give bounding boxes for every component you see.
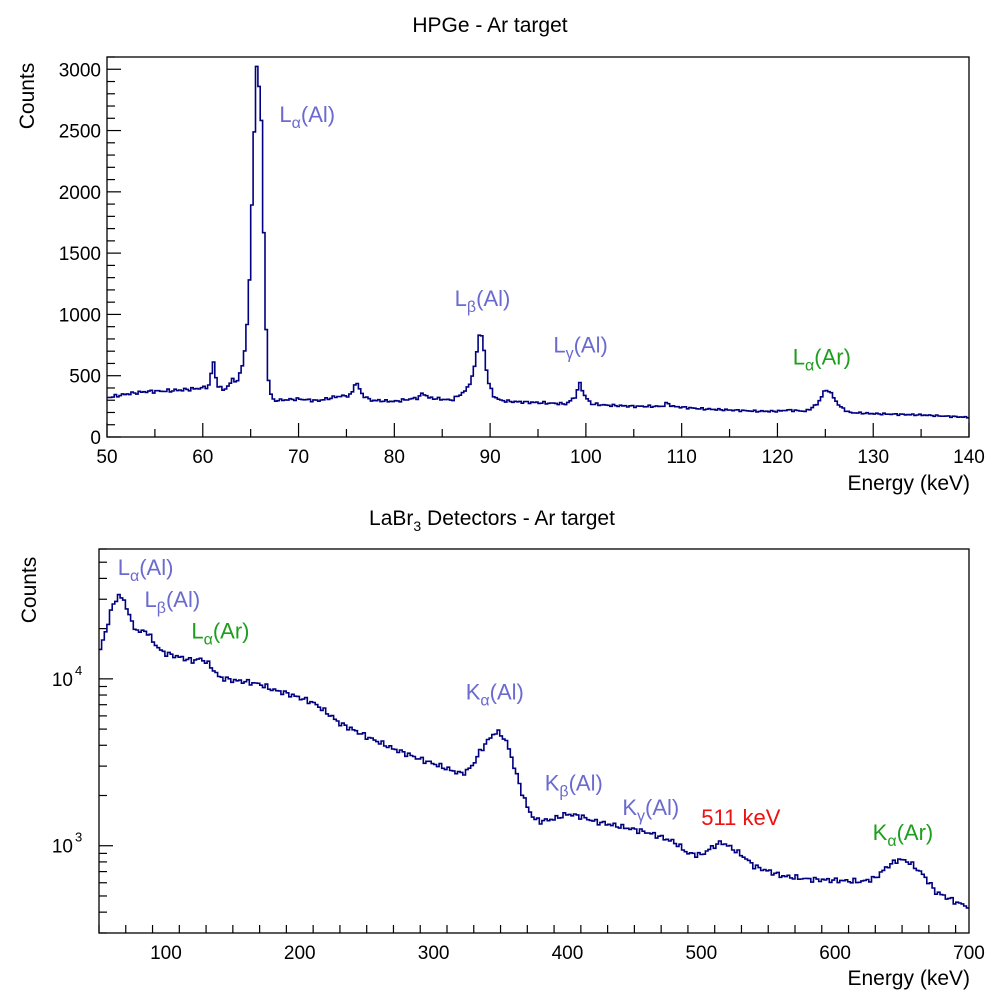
labr3-x-tick-label: 300 [418,943,450,964]
hpge-peak-label: Lβ(Al) [455,286,511,316]
hpge-plot-area [107,65,969,419]
hpge-y-tick-label: 2000 [59,183,101,204]
hpge-y-axis-label: Counts [16,63,39,130]
labr3-peak-label: Kα(Al) [466,680,524,710]
labr3-x-tick-label: 700 [953,943,985,964]
labr3-x-tick-label: 400 [552,943,584,964]
labr3-peak-label: Lα(Al) [118,555,174,585]
hpge-panel: HPGe - Ar target Counts Energy (keV) 50 6… [16,14,985,495]
labr3-panel: LaBr3 Detectors - Ar target Counts Energ… [18,507,985,990]
labr3-histogram-line [99,593,969,909]
labr3-title: LaBr3 Detectors - Ar target [369,507,615,534]
hpge-peak-label: Lα(Al) [279,102,335,132]
labr3-y-tick-label: 10 [52,670,73,691]
hpge-x-tick-label: 130 [857,447,889,468]
labr3-plot-area [99,593,969,909]
hpge-frame [106,56,970,438]
hpge-x-tick-label: 70 [288,447,309,468]
hpge-x-tick-label: 100 [570,447,602,468]
hpge-x-tick-label: 90 [480,447,501,468]
hpge-x-tick-label: 140 [953,447,985,468]
hpge-x-tick-label: 80 [384,447,405,468]
labr3-x-tick-label: 100 [150,943,182,964]
hpge-annotations: Lα(Al) Lβ(Al) Lγ(Al) Lα(Ar) [279,102,851,375]
hpge-y-tick-label: 1000 [59,305,101,326]
labr3-x-tick-label: 500 [685,943,717,964]
labr3-peak-label: Kα(Ar) [873,820,934,850]
labr3-y-tick-exponent: 3 [75,830,82,845]
labr3-peak-label: Lβ(Al) [145,587,201,617]
hpge-x-tick-label: 60 [192,447,213,468]
hpge-x-axis-label: Energy (keV) [847,472,970,495]
labr3-x-axis-label: Energy (keV) [847,967,970,990]
hpge-x-tick-label: 120 [762,447,794,468]
hpge-x-tick-label: 110 [667,447,697,468]
labr3-peak-label: 511 keV [701,805,780,830]
hpge-y-tick-label: 1500 [59,244,101,265]
labr3-peak-label: Lα(Ar) [191,618,249,648]
hpge-x-tick-label: 50 [96,447,117,468]
labr3-annotations: Lα(Al)Lβ(Al)Lα(Ar) Kα(Al) Kβ(Al) Kγ(Al) 511 … [118,555,933,850]
labr3-frame [98,548,970,934]
labr3-peak-label: Kβ(Al) [545,770,603,800]
hpge-title: HPGe - Ar target [412,14,567,37]
hpge-y-tick-label: 500 [69,367,101,388]
labr3-y-axis-label: Counts [18,557,41,624]
labr3-y-tick-exponent: 4 [75,663,82,678]
labr3-y-tick-label: 10 [52,837,73,858]
hpge-peak-label: Lα(Ar) [793,345,851,375]
hpge-y-tick-label: 2500 [59,122,101,143]
hpge-peak-label: Lγ(Al) [553,332,607,362]
hpge-y-tick-label: 3000 [59,60,101,81]
hpge-y-tick-label: 0 [90,428,101,449]
labr3-x-tick-label: 200 [284,943,316,964]
hpge-ticks: 50 60 70 80 90 100 110 120 130 140 0 500 1000 1500 200… [59,56,985,468]
labr3-x-tick-label: 600 [819,943,851,964]
hpge-histogram-line [107,65,969,419]
labr3-peak-label: Kγ(Al) [622,795,679,825]
